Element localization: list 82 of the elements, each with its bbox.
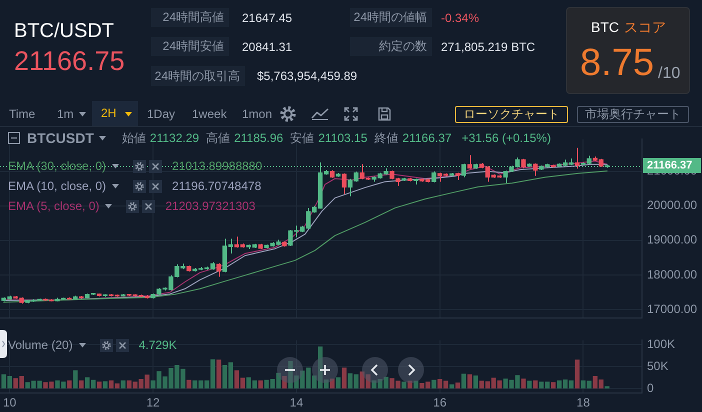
text: BTC/USDT [14,20,114,42]
annotation: 21185.96 [234,131,284,145]
text: 271,805.219 BTC [441,40,536,54]
bar [120,380,126,388]
bar [408,380,412,388]
x-tick-label: 10 [2,396,17,410]
bar [455,382,460,388]
bar [282,376,287,388]
y-tick-label: 20000.00 [647,198,698,212]
bar [432,380,436,388]
bar [574,360,580,388]
bar [336,377,341,388]
annotation: 21166.37 [402,131,452,145]
text: 1week [192,107,227,121]
bar [67,380,72,388]
annotation: BTCUSDT [27,130,94,146]
annotation: 21196.70748478 [172,179,262,193]
text: EMA (5, close, 0) [8,199,100,213]
text: BTC [591,19,619,35]
annotation: 始値 [122,131,146,145]
text: EMA (10, close, 0) [8,179,106,193]
bar [461,374,466,388]
text: 2H [92,101,138,126]
x-tick-label: 12 [146,396,160,410]
x-tick-label: 16 [433,396,447,410]
y-tick-label: 19000.00 [647,232,698,247]
text: Time [9,107,36,121]
bar [186,380,192,388]
bar [550,382,556,388]
annotation: 4.729K [138,338,177,352]
text: 24時間高値 [151,8,229,27]
x-tick-label: 18 [576,396,590,410]
x-tick-label: 14 [290,396,304,410]
bar [449,384,454,388]
text: 1m [57,107,74,121]
text: ローソクチャート [455,106,568,123]
annotation: 21203.97321303 [165,199,256,213]
text: 約定の数 [350,37,432,56]
text: 1mon [242,107,272,121]
y-tick-label: 17000.00 [647,302,698,316]
text: 市場奥行チャート [577,106,689,123]
text: 8.75 [580,41,654,85]
text: 1Day [147,107,176,121]
bar [342,368,347,388]
text: 24時間の取引高 [151,66,245,86]
y-tick-label: 0 [647,380,654,395]
y-tick-label: 18000.00 [647,267,698,282]
bar [527,380,532,388]
series-label: Volume (20) [8,338,73,352]
bar [467,374,472,388]
bar [73,370,78,388]
text: 24時間の値幅 [350,8,432,27]
text: 21647.45 [242,10,292,24]
annotation: 高値 [206,131,230,145]
bar [216,360,222,388]
bar [414,380,418,388]
text: 24時間安値 [151,37,229,56]
bar [402,382,406,388]
annotation: 21013.89988880 [172,159,262,173]
annotation: 安値 [290,131,314,145]
bar [330,378,335,388]
text: $5,763,954,459.89 [257,69,358,83]
bar [96,382,102,388]
annotation: 終値 [374,131,398,145]
bar [79,380,84,388]
bar [258,380,263,388]
y-tick-label: 50K [647,358,668,373]
text: -0.34% [441,10,480,24]
text: EMA (30, close, 0) [8,159,106,173]
bar [521,378,526,388]
annotation: 21103.15 [318,131,368,145]
annotation: 21132.29 [150,131,200,145]
ref-line-label: 21166.37 [647,160,692,172]
text: スコア [624,19,666,35]
bar [533,380,538,388]
y-tick-label: 100K [647,336,676,351]
bar [102,381,108,388]
annotation: +31.56 (+0.15%) [462,131,551,145]
text: 21166.75 [14,46,125,76]
text: /10 [658,65,680,83]
bar [473,376,478,388]
text: 20841.31 [242,40,292,54]
